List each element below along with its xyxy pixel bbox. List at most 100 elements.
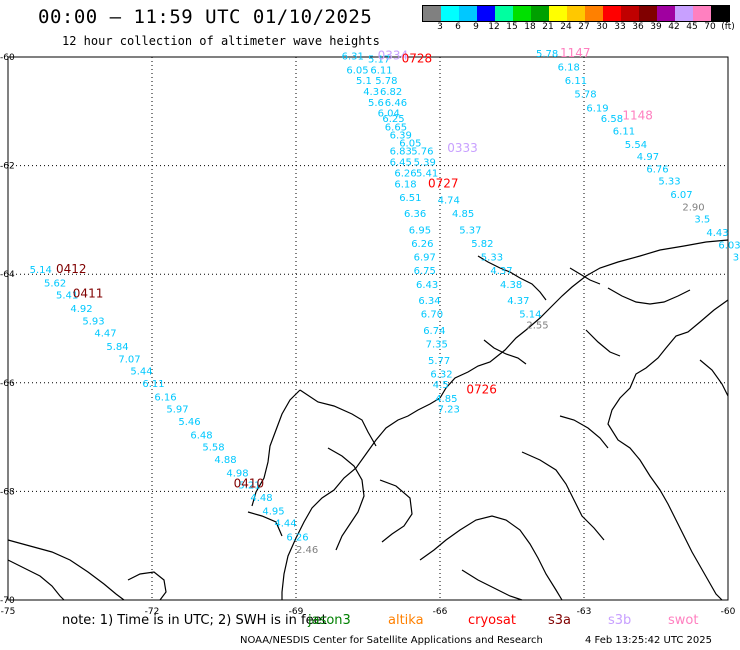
- swh-value-label: 5.78: [536, 49, 558, 60]
- colorbar-swatch: [621, 6, 639, 21]
- swh-value-label: 6.05: [399, 139, 421, 150]
- note-text: note: 1) Time is in UTC; 2) SWH is in fe…: [62, 613, 327, 628]
- latitude-label: -66: [0, 379, 15, 389]
- swh-value-label: 5.44: [130, 367, 152, 378]
- coastline-segment: [585, 329, 621, 357]
- swh-value-label: 5.54: [625, 140, 647, 151]
- swh-value-label: 4.88: [214, 455, 236, 466]
- swh-value-label: 5.76: [411, 147, 433, 158]
- swh-value-label: 6.19: [586, 103, 608, 114]
- swh-value-label: 4.47: [94, 329, 116, 340]
- swh-value-label: 6.03: [718, 241, 740, 252]
- pass-time-label: 0411: [73, 287, 104, 301]
- longitude-label: -63: [577, 607, 592, 617]
- swh-value-label: 6.25: [382, 114, 404, 125]
- track-middle: 6.31 5.176.05 6.115.1 5.784.3 6.825.6 6.466.0…: [342, 49, 549, 416]
- latitude-label: -64: [0, 270, 15, 280]
- swh-value-label: 6.11: [370, 65, 392, 76]
- pass-time-label: 0410: [234, 477, 265, 491]
- swh-value-label: 4.85: [435, 394, 457, 405]
- swh-value-label: 6.11: [613, 127, 635, 138]
- colorbar-label: 9: [473, 22, 479, 32]
- satellite-legend-swot: swot: [668, 613, 699, 628]
- swh-value-label: 5.41: [56, 291, 78, 302]
- swh-value-label: 6.83: [390, 147, 412, 158]
- swh-value-label: 6.51: [399, 193, 421, 204]
- swh-value-label: 6.32: [430, 369, 452, 380]
- colorbar-label: 6: [455, 22, 461, 32]
- swh-value-label: 6.74: [423, 326, 445, 337]
- swh-value-label: 6.65: [385, 122, 407, 133]
- swh-value-label: 6.45: [390, 158, 412, 169]
- swh-value-label: 5.97: [166, 405, 188, 416]
- swh-value-label: 4.48: [250, 493, 272, 504]
- swh-value-label: 6.26: [286, 532, 308, 543]
- swh-value-label: 4.37: [490, 266, 512, 277]
- pass-time-label: 0412: [56, 262, 87, 276]
- colorbar-label: 21: [542, 22, 554, 32]
- swh-value-label: 5.84: [106, 342, 128, 353]
- coastline: [7, 239, 729, 601]
- coastline-segment: [699, 359, 729, 397]
- coastline-segment: [461, 569, 523, 601]
- coastline-segment: [419, 515, 563, 601]
- swh-value-label: 4.37: [507, 296, 529, 307]
- colorbar-swatch: [567, 6, 585, 21]
- map-subtitle: 12 hour collection of altimeter wave hei…: [62, 34, 380, 48]
- colorbar-swatch: [531, 6, 549, 21]
- swh-value-label: 7.07: [118, 355, 140, 366]
- swh-value-label: 5.21: [238, 481, 260, 492]
- longitude-label: -60: [721, 607, 736, 617]
- swh-value-label: 6.31: [342, 52, 364, 63]
- swh-value-label: 4.43: [706, 228, 728, 239]
- colorbar-label: 45: [686, 22, 698, 32]
- swh-value-label: 6.18: [558, 63, 580, 74]
- colorbar-label: 42: [668, 22, 680, 32]
- swh-value-label: 5.58: [202, 443, 224, 454]
- swh-value-label: 6.48: [190, 431, 212, 442]
- colorbar-label: 18: [524, 22, 536, 32]
- coastline-segment: [299, 389, 377, 447]
- swh-value-label: 6.18: [394, 179, 416, 190]
- map-frame: [7, 56, 729, 601]
- swh-value-label: 6.04: [378, 109, 400, 120]
- colorbar-swatch: [603, 6, 621, 21]
- pass-time-label: 0728: [402, 51, 433, 65]
- axis-labels: -75 -72 -69 -66 -63 -60 -60 -62 -64 -66 -68 -70: [0, 53, 736, 617]
- coastline-segment: [521, 451, 605, 541]
- satellite-legend-cryosat: cryosat: [468, 613, 516, 628]
- swh-value-label: 2.55: [526, 321, 548, 332]
- colorbar-swatch: [639, 6, 657, 21]
- colorbar-swatch: [549, 6, 567, 21]
- colorbar-swatch: [495, 6, 513, 21]
- pass-time-label: 1147: [560, 46, 591, 60]
- credit-text: NOAA/NESDIS Center for Satellite Applica…: [240, 635, 543, 646]
- swh-value-label: 3.5: [694, 215, 710, 226]
- swh-value-label: 5.82: [471, 239, 493, 250]
- coastline-segment: [483, 339, 527, 365]
- pass-time-label: 0726: [466, 383, 497, 397]
- swh-value-label: 5.6: [368, 98, 384, 109]
- colorbar-swatch: [459, 6, 477, 21]
- swh-value-label: 5.62: [44, 279, 66, 290]
- latitude-label: -62: [0, 162, 15, 172]
- swh-value-label: 5.37: [459, 225, 481, 236]
- swh-value-label: 6.76: [646, 165, 668, 176]
- swh-value-label: 2.90: [682, 203, 704, 214]
- longitude-label: -69: [289, 607, 304, 617]
- colorbar-label: 15: [506, 22, 518, 32]
- swh-value-label: 6.82: [380, 87, 402, 98]
- track-right: 5.786.186.115.786.196.586.115.544.976.76…: [536, 46, 740, 264]
- swh-value-label: 5.46: [178, 417, 200, 428]
- colorbar-swatch: [585, 6, 603, 21]
- swh-value-label: 6.95: [409, 225, 431, 236]
- coastline-segment: [607, 287, 691, 305]
- colorbar-swatch: [513, 6, 531, 21]
- colorbar-label: 33: [614, 22, 626, 32]
- swh-value-label: 5.93: [82, 317, 104, 328]
- swh-value-label: 6.75: [414, 266, 436, 277]
- colorbar-swatch: [711, 6, 729, 21]
- satellite-legend: jason3 altika cryosat s3a s3b swot: [0, 613, 740, 629]
- longitude-label: -66: [433, 607, 448, 617]
- coastline-segment: [251, 389, 301, 507]
